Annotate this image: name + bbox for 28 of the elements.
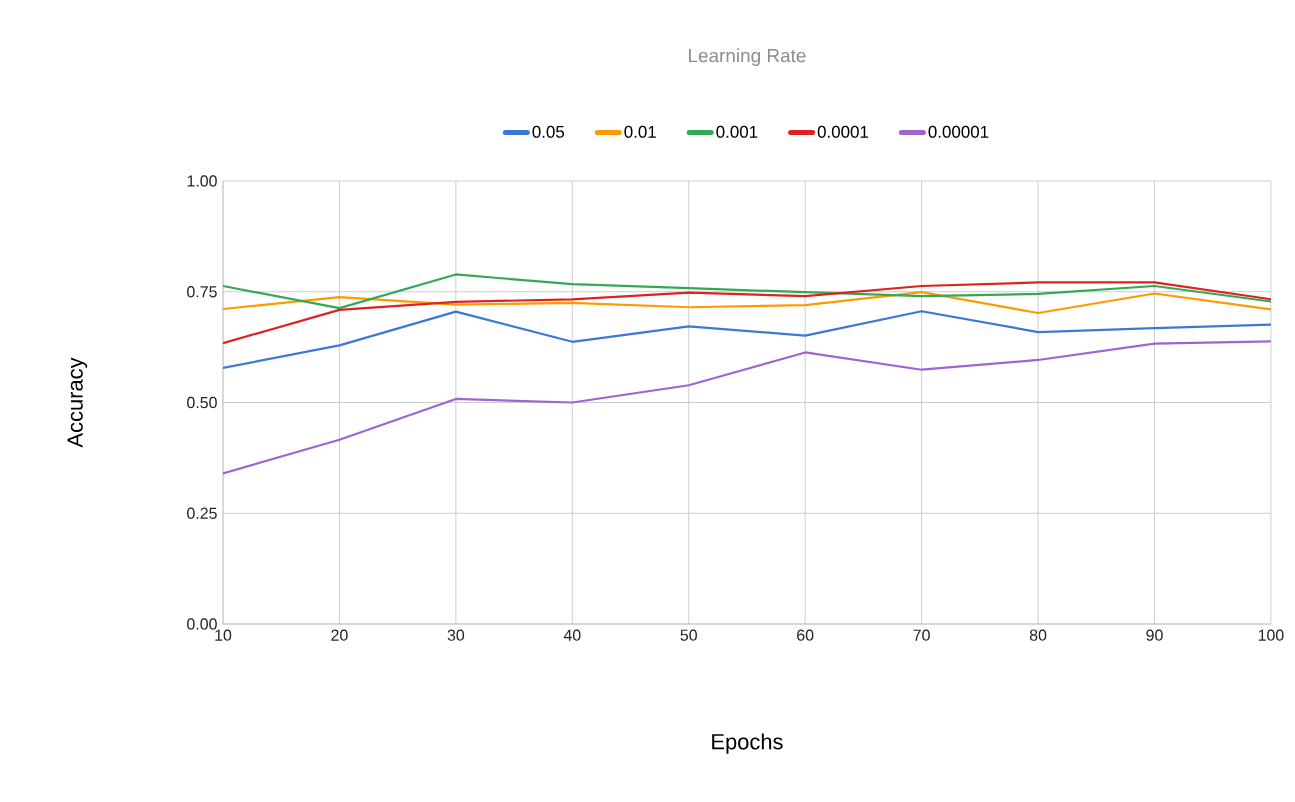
line-series bbox=[223, 340, 1271, 475]
line-series bbox=[223, 273, 1271, 310]
y-tick-label: 0.00 bbox=[187, 618, 217, 630]
x-tick-label: 30 bbox=[447, 629, 465, 641]
legend-label: 0.00001 bbox=[928, 125, 989, 138]
line-series bbox=[223, 281, 1271, 345]
legend-label: 0.05 bbox=[532, 125, 565, 138]
y-tick-label: 0.50 bbox=[187, 396, 217, 409]
chart-title: Learning Rate bbox=[689, 48, 806, 66]
line-series bbox=[223, 310, 1271, 370]
x-tick-label: 90 bbox=[1146, 629, 1163, 641]
x-tick-label: 60 bbox=[797, 629, 814, 641]
y-tick-label: 1.00 bbox=[187, 175, 217, 187]
x-tick-label: 80 bbox=[1029, 629, 1047, 641]
x-tick-label: 50 bbox=[680, 629, 697, 641]
line-series bbox=[223, 291, 1271, 315]
x-tick-label: 70 bbox=[913, 629, 930, 641]
legend-label: 0.01 bbox=[624, 125, 656, 138]
y-tick-label: 0.25 bbox=[187, 507, 217, 519]
x-tick-label: 100 bbox=[1258, 629, 1284, 641]
x-tick-label: 40 bbox=[563, 629, 581, 641]
y-tick-label: 0.75 bbox=[187, 286, 217, 298]
x-tick-label: 10 bbox=[215, 629, 232, 641]
legend-label: 0.001 bbox=[716, 125, 758, 138]
legend-label: 0.0001 bbox=[817, 125, 869, 138]
x-tick-label: 20 bbox=[331, 629, 348, 641]
y-axis-title: Accuracy bbox=[67, 357, 88, 448]
x-axis-title: Epochs bbox=[712, 733, 783, 754]
